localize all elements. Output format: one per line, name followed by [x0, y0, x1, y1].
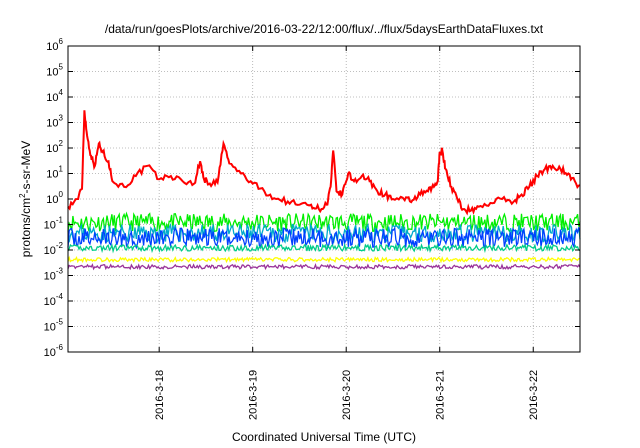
- chart-title: /data/run/goesPlots/archive/2016-03-22/1…: [105, 22, 544, 36]
- flux-series-line-2: [67, 211, 581, 233]
- y-tick-label: 103: [46, 114, 63, 130]
- y-tick-label: 102: [46, 139, 63, 155]
- y-tick-label: 10-1: [44, 216, 64, 232]
- y-tick-label: 106: [46, 37, 63, 53]
- x-tick-label: 2016-3-20: [341, 370, 353, 420]
- flux-series-line-6: [67, 255, 581, 264]
- flux-series-line-3: [67, 222, 581, 245]
- y-tick-label: 10-5: [44, 318, 64, 334]
- x-tick-label: 2016-3-18: [154, 370, 166, 420]
- y-axis-title-post: -s-sr-MeV: [19, 141, 33, 194]
- y-axis-title-pre: protons/cm: [19, 198, 33, 257]
- y-tick-label: 10-6: [44, 343, 64, 359]
- y-tick-label: 10-4: [44, 292, 64, 308]
- y-tick-label: 104: [46, 88, 63, 104]
- flux-series-line-1: [67, 110, 581, 216]
- x-tick-label: 2016-3-19: [248, 370, 260, 420]
- flux-series-line-4: [67, 226, 581, 250]
- y-tick-label: 100: [46, 190, 63, 206]
- x-axis-ticks: 2016-3-18 2016-3-19 2016-3-20 2016-3-21 2016…: [154, 46, 540, 420]
- y-axis-title: protons/cm2-s-sr-MeV: [18, 141, 33, 257]
- y-axis-title-sup: 2: [18, 193, 27, 198]
- y-tick-label: 101: [46, 165, 63, 181]
- x-tick-label: 2016-3-22: [528, 370, 540, 420]
- flux-series-line-7: [67, 262, 581, 271]
- x-axis-title: Coordinated Universal Time (UTC): [232, 430, 416, 444]
- x-tick-label: 2016-3-21: [435, 370, 447, 420]
- series-layer: [67, 110, 581, 271]
- y-tick-label: 10-3: [44, 267, 64, 283]
- flux-series-line-5: [67, 242, 581, 254]
- y-tick-label: 10-2: [44, 241, 64, 257]
- y-axis-ticks: 10-6 10-5 10-4 10-3 10-2 10-1 100 101 102 103 104 1…: [44, 37, 580, 359]
- y-tick-label: 105: [46, 63, 63, 79]
